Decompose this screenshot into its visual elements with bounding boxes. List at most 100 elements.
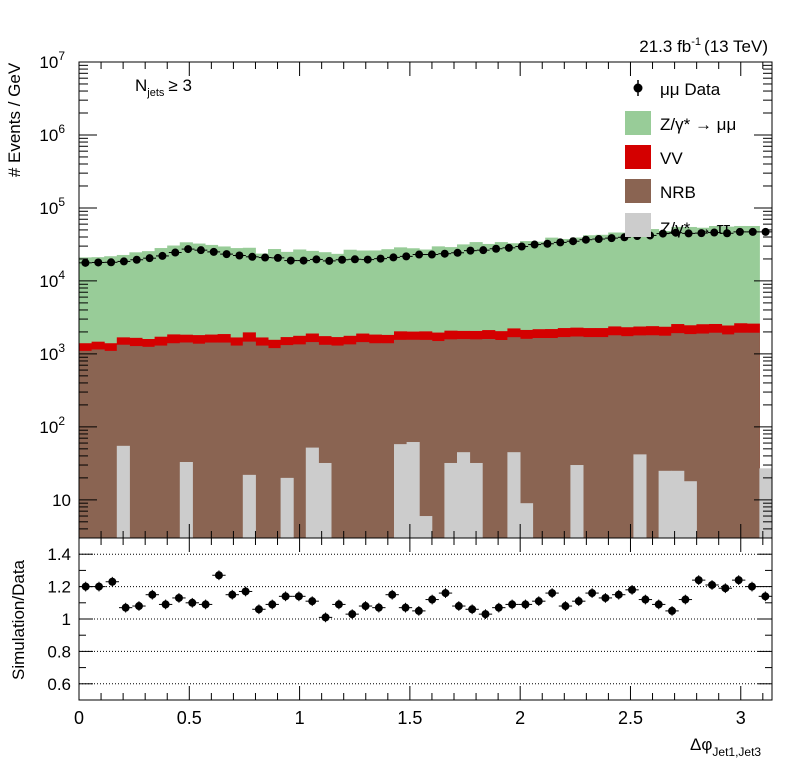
y-tick-label-base: 10 (39, 126, 58, 145)
x-tick-label: 1.5 (397, 708, 422, 728)
data-point (235, 251, 244, 260)
legend-label-zmumu: Z/γ* → μμ (660, 115, 736, 134)
data-point (158, 251, 167, 260)
data-point (94, 258, 103, 267)
data-point (261, 253, 270, 262)
ratio-plot-frame (78, 537, 773, 701)
ratio-point (521, 600, 530, 609)
legend-swatch-vv (625, 145, 651, 169)
ratio-y-tick-label: 0.6 (47, 675, 71, 694)
x-axis-label: ΔφJet1,Jet3 (690, 735, 761, 759)
ratio-panel: 0.6 0.8 1 1.2 1.4 0 0.5 1 1.5 2 2.5 3 Simulation/D… (9, 537, 773, 759)
bar-nrb (381, 343, 395, 538)
ratio-point (401, 603, 410, 612)
ratio-y-axis-label: Simulation/Data (9, 559, 28, 680)
ratio-point (414, 606, 423, 615)
ratio-point (174, 593, 183, 602)
data-point (684, 229, 693, 238)
bar-tautau (419, 516, 433, 538)
ratio-point (481, 610, 490, 619)
ratio-point (308, 597, 317, 606)
ratio-point (548, 589, 557, 598)
ratio-point (748, 582, 757, 591)
bar-nrb (293, 344, 307, 538)
ratio-point (268, 600, 277, 609)
data-point (312, 255, 321, 264)
bar-nrb (104, 350, 118, 538)
data-point (209, 247, 218, 256)
ratio-point (668, 606, 677, 615)
njets-annotation: Njets ≥ 3 (135, 76, 192, 99)
ratio-point (561, 602, 570, 611)
ratio-point (374, 603, 383, 612)
bar-nrb (167, 343, 181, 538)
y-tick-label-base: 10 (39, 199, 58, 218)
bar-nrb (205, 342, 219, 538)
bar-nrb (520, 338, 534, 538)
data-point (248, 252, 257, 261)
legend-swatch-tautau (625, 213, 651, 237)
data-point (338, 255, 347, 264)
data-point (376, 254, 385, 263)
bar-nrb (356, 342, 370, 538)
data-point (273, 253, 282, 262)
data-point (402, 252, 411, 261)
ratio-point (654, 600, 663, 609)
ratio-point (708, 580, 717, 589)
x-tick-label: 2 (515, 708, 525, 728)
data-point (556, 238, 565, 247)
bar-nrb (192, 343, 206, 538)
data-point (748, 227, 757, 236)
data-point (286, 256, 295, 265)
ratio-point (441, 589, 450, 598)
bar-nrb (79, 350, 93, 538)
ratio-point (201, 600, 210, 609)
bar-nrb (217, 342, 231, 538)
ratio-point (94, 582, 103, 591)
data-point (697, 229, 706, 238)
ratio-point (388, 590, 397, 599)
y-tick-label: 102 (39, 414, 65, 437)
ratio-point (428, 595, 437, 604)
ratio-x-ticks: 0 0.5 1 1.5 2 2.5 3 (74, 538, 764, 728)
ratio-point (681, 595, 690, 604)
bar-nrb (583, 337, 597, 538)
y-tick-label-base: 10 (39, 53, 58, 72)
legend: μμ Data Z/γ* → μμ VV NRB Z/γ* → ττ (625, 80, 736, 238)
ratio-point (601, 593, 610, 602)
y-tick-label-base: 10 (52, 491, 71, 510)
legend-label-data: μμ Data (660, 80, 721, 99)
data-point (389, 253, 398, 262)
bar-tautau (658, 470, 672, 538)
y-tick-label-exp: 4 (58, 268, 65, 282)
x-tick-label: 3 (736, 708, 746, 728)
ratio-point (294, 592, 303, 601)
bar-nrb (142, 346, 156, 538)
main-x-ticks (78, 62, 764, 538)
data-point (171, 248, 180, 257)
y-tick-label-exp: 3 (58, 341, 65, 355)
data-point (132, 255, 141, 264)
data-point (299, 256, 308, 265)
legend-swatch-zmumu (625, 111, 651, 135)
y-tick-label: 104 (39, 268, 65, 291)
y-tick-label-exp: 6 (58, 122, 65, 136)
data-points (79, 227, 772, 267)
data-point (196, 246, 205, 255)
bar-nrb (746, 332, 760, 538)
bar-nrb (557, 337, 571, 538)
legend-entry-data: μμ Data (633, 80, 721, 99)
ratio-y-tick-label: 0.8 (47, 642, 71, 661)
ratio-point (228, 590, 237, 599)
ratio-point (641, 595, 650, 604)
bar-nrb (709, 332, 723, 538)
bar-tautau (683, 481, 697, 538)
bar-nrb (646, 335, 660, 538)
bar-tautau (305, 447, 319, 538)
bar-nrb (734, 332, 748, 538)
bar-tautau (318, 462, 332, 538)
ratio-point (694, 576, 703, 585)
ratio-point (241, 587, 250, 596)
